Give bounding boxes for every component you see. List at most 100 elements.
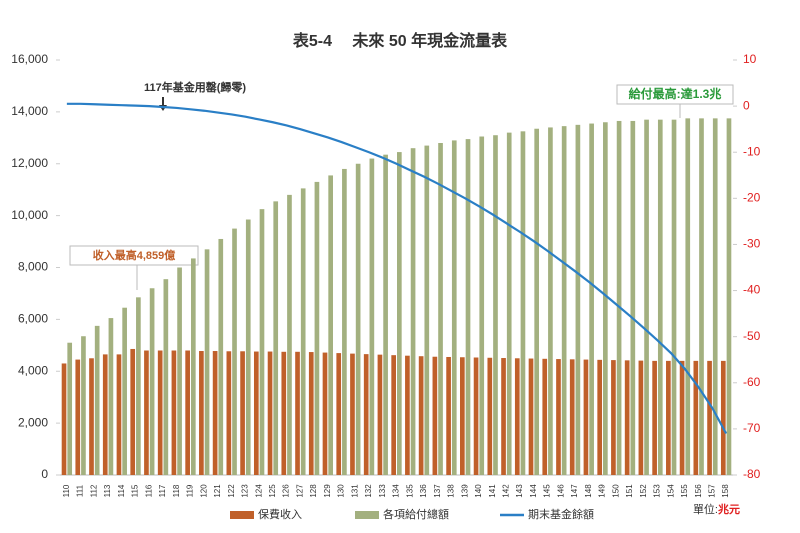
unit-label: 單位: [693,502,718,516]
bar [295,351,300,475]
bar [520,131,526,475]
x-tick-label: 148 [584,484,593,498]
unit-label: 兆元 [718,502,740,516]
x-tick-label: 155 [680,484,689,498]
annotation-box [69,245,199,266]
bar [405,355,410,475]
y-tick-label: 14,000 [11,104,48,118]
x-tick-label: 143 [515,484,524,498]
bar [171,350,177,475]
bar [287,194,292,475]
bar [81,336,86,475]
bar [726,118,732,475]
bar [679,360,685,475]
bar [259,209,265,475]
bar [281,351,287,475]
bar [267,351,273,475]
line [66,102,728,435]
bar [438,143,443,475]
x-tick-label: 134 [392,484,401,498]
legend-swatch [355,511,379,519]
bar [487,357,493,475]
x-tick-label: 125 [268,484,277,498]
bar [240,351,245,475]
x-tick-label: 137 [433,484,442,498]
x-tick-label: 120 [199,484,208,498]
bar [253,351,259,475]
bar [108,318,114,475]
x-tick-label: 144 [529,484,538,498]
bar [122,307,127,475]
x-tick-label: 110 [62,484,71,497]
x-tick-label: 147 [570,484,579,498]
x-tick-label: 118 [172,484,181,497]
bar [418,356,424,475]
x-tick-label: 121 [213,484,222,498]
y-tick-label: 6,000 [18,312,48,326]
y-tick-label: 2,000 [18,415,48,429]
bar [589,123,594,475]
bar [528,358,534,475]
y2-tick-label: -80 [743,467,761,481]
x-tick-label: 119 [186,484,195,497]
x-tick-label: 146 [556,484,565,498]
bar [377,354,383,475]
bar [185,350,190,475]
bar [616,120,622,475]
x-tick-label: 130 [337,484,346,498]
bar [232,228,237,475]
x-tick-label: 142 [501,484,510,498]
y-tick-label: 4,000 [18,363,48,377]
bar [226,351,232,475]
bar [149,288,155,475]
bar [506,132,512,475]
bar [451,140,457,475]
y-tick-label: 10,000 [11,208,48,222]
x-tick-label: 111 [76,484,85,497]
y2-tick-label: -10 [743,144,761,158]
bar [383,154,388,475]
bar [548,127,553,475]
bar [638,360,644,475]
x-tick-label: 115 [131,484,140,497]
bar [720,360,726,475]
bar [446,356,451,475]
bar [136,297,141,475]
bar [707,360,712,475]
bar [561,126,567,475]
x-tick-label: 145 [543,484,552,498]
bar [699,118,704,475]
annotation-box [616,84,734,105]
y2-tick-label: -20 [743,191,761,205]
bar [603,122,608,475]
bar [67,342,73,475]
y-tick-label: 12,000 [11,156,48,170]
bar [314,181,320,475]
bar [144,350,149,475]
bar [652,360,657,475]
x-tick-label: 124 [254,484,263,498]
bar [501,358,506,475]
bar [212,351,218,475]
annotation: 117年基金用罄(歸零) [144,80,246,94]
x-tick-label: 141 [488,484,497,498]
y2-tick-label: -50 [743,329,761,343]
bar [116,354,122,475]
y-tick-label: 16,000 [11,52,48,66]
x-tick-label: 129 [323,484,332,498]
bar [61,363,67,475]
bar [657,119,663,475]
annotation: 收入最高4,859億 [93,248,176,262]
x-tick-label: 114 [117,484,126,497]
y2-tick-label: 10 [743,52,757,66]
bar [322,352,328,475]
bar [273,201,279,475]
x-tick-label: 153 [653,484,662,498]
bar [460,357,465,475]
bar [575,124,581,475]
bar [473,357,479,475]
x-tick-label: 136 [419,484,428,498]
bar [712,118,718,475]
x-tick-label: 158 [721,484,730,498]
y2-tick-label: -70 [743,421,761,435]
